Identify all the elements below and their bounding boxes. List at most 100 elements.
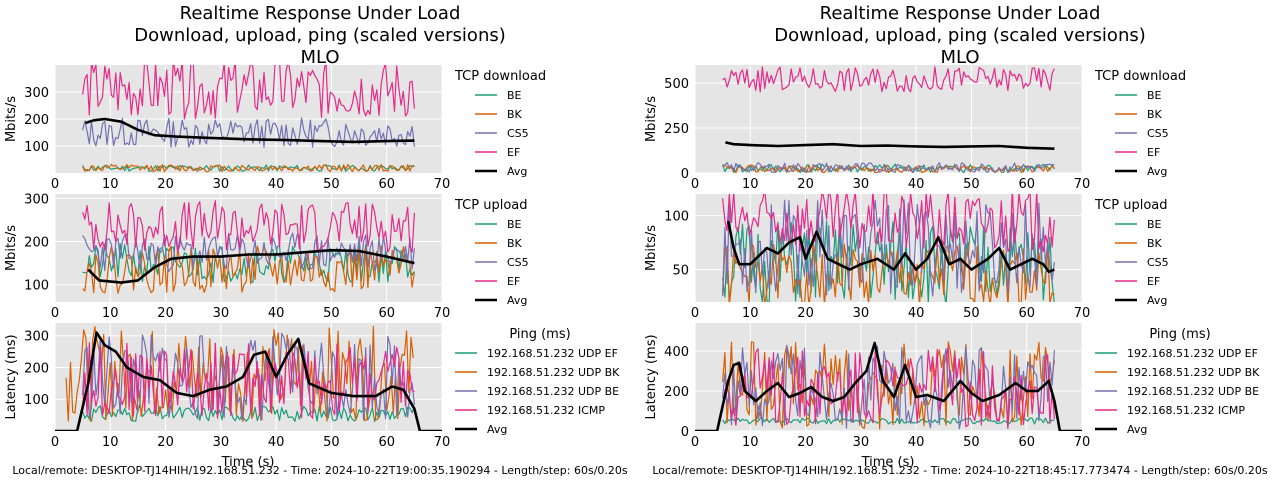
series-line-bk [722,242,1055,302]
y-tick-label: 500 [664,77,689,92]
x-tick-label: 20 [157,177,174,192]
series-line-avg [726,220,1055,274]
y-tick-label: 300 [24,330,49,345]
series-line-cs5 [722,162,1055,173]
series-line-cs5 [722,199,1055,297]
legend-label: CS5 [1147,127,1169,140]
series-line-ef [82,65,415,120]
x-tick-label: 60 [378,306,395,321]
x-tick-label: 60 [1018,306,1035,321]
x-tick-label: 40 [908,435,925,450]
legend-label: BE [1147,89,1162,102]
legend-label: EF [507,275,520,288]
x-tick-label: 60 [1018,177,1035,192]
legend-label: CS5 [507,127,529,140]
x-tick-label: 30 [853,177,870,192]
legend-title: Ping (ms) [1149,327,1210,342]
y-tick-label: 200 [24,361,49,376]
legend-label: 192.168.51.232 UDP BK [1127,366,1260,379]
fig2-panel2: 0 10 20 30 40 50 60 70 50 100 Mbits/s TCP upload BE B… [644,194,1169,321]
y-tick-label: 250 [664,122,689,137]
x-tick-label: 0 [691,306,699,321]
x-tick-label: 20 [797,177,814,192]
x-tick-label: 10 [102,435,119,450]
legend-label: 192.168.51.232 ICMP [487,404,605,417]
x-tick-label: 50 [323,177,340,192]
legend-label: BE [507,89,522,102]
legend-label: BK [507,237,523,250]
y-tick-label: 100 [24,393,49,408]
fig1-title-line2: Download, upload, ping (scaled versions) [134,25,506,46]
x-tick-label: 40 [268,177,285,192]
x-tick-label: 40 [268,306,285,321]
x-tick-label: 10 [102,306,119,321]
x-tick-label: 0 [691,177,699,192]
fig1-xlabel: Time (s) [221,455,275,470]
legend-label: 192.168.51.232 UDP BE [487,385,619,398]
legend-label: BK [1147,237,1163,250]
x-tick-label: 70 [434,435,451,450]
legend-label: Avg [1147,165,1167,178]
series-line-ef [722,66,1055,93]
x-tick-label: 50 [323,306,340,321]
legend-label: EF [507,146,520,159]
fig2-footer: Local/remote: DESKTOP-TJ14HIH/192.168.51… [652,464,1268,477]
legend-label: EF [1147,275,1160,288]
legend-title: TCP download [454,69,546,84]
fig1-footer: Local/remote: DESKTOP-TJ14HIH/192.168.51… [12,464,628,477]
plot-background [55,194,442,302]
y-tick-label: 0 [681,425,689,440]
y-axis-label: Mbits/s [4,96,19,142]
legend-label: 192.168.51.232 UDP EF [1127,347,1258,360]
x-tick-label: 40 [268,435,285,450]
legend-title: TCP upload [1094,198,1168,213]
series-line-cs5 [82,232,415,272]
x-tick-label: 20 [157,435,174,450]
y-tick-label: 200 [664,385,689,400]
x-tick-label: 10 [742,435,759,450]
fig2-panel3: 0 10 20 30 40 50 60 70 0 200 400 Latency (ms) Ping (… [644,323,1260,450]
series-line-avg [87,248,415,284]
y-axis-label: Mbits/s [644,225,659,271]
series-group [722,66,1055,173]
x-tick-label: 50 [323,435,340,450]
series-line-avg [695,341,1082,431]
legend-label: 192.168.51.232 UDP BE [1127,385,1259,398]
legend-title: TCP upload [454,198,528,213]
fig1-title-line3: MLO [300,47,339,68]
x-tick-label: 70 [1074,177,1091,192]
legend-label: BE [507,218,522,231]
x-tick-label: 60 [378,435,395,450]
series-line-bk [722,164,1055,173]
series-line-bk [82,163,415,173]
y-axis-label: Latency (ms) [644,334,659,419]
y-tick-label: 100 [24,279,49,294]
x-tick-label: 70 [1074,306,1091,321]
x-tick-label: 40 [908,306,925,321]
series-group [82,65,415,173]
x-tick-label: 20 [797,435,814,450]
series-group [82,200,415,294]
series-line-ef [82,200,415,253]
y-tick-label: 200 [24,236,49,251]
fig1-panel3: 0 10 20 30 40 50 60 70 100 200 300 Latency (ms) Ping… [4,323,620,450]
x-tick-label: 20 [157,306,174,321]
x-tick-label: 10 [102,177,119,192]
series-group [722,194,1055,302]
fig2-title-line2: Download, upload, ping (scaled versions) [774,25,1146,46]
y-tick-label: 100 [664,210,689,225]
series-line-192-168-51-232-udp-bk [65,325,414,423]
fig1-panel1: 0 10 20 30 40 50 60 70 100 200 300 Mbits/s TCP downl… [4,65,546,192]
x-tick-label: 0 [51,177,59,192]
legend-label: CS5 [507,256,529,269]
x-tick-label: 50 [963,306,980,321]
legend-label: Avg [507,294,527,307]
y-tick-label: 0 [681,167,689,182]
x-tick-label: 10 [742,306,759,321]
series-line-avg [725,141,1055,150]
fig2-xlabel: Time (s) [861,455,915,470]
legend-label: BE [1147,218,1162,231]
legend-label: Avg [487,423,507,436]
